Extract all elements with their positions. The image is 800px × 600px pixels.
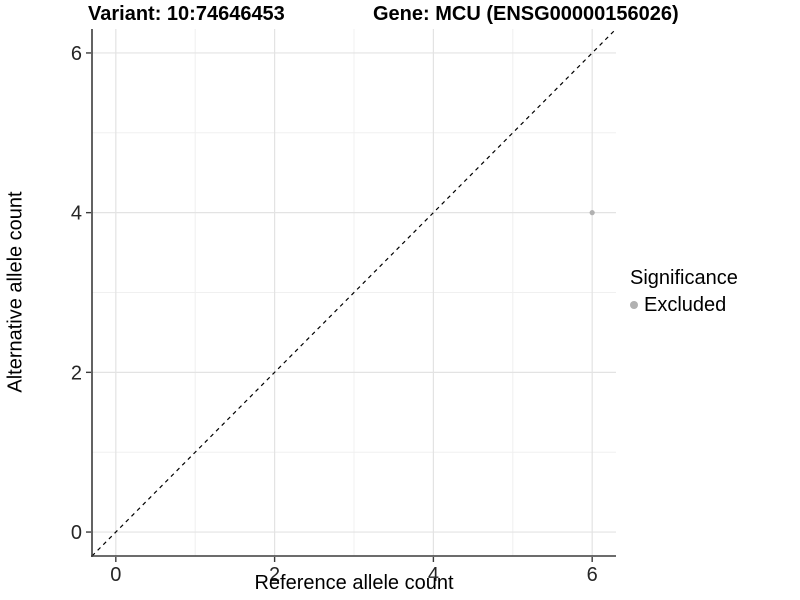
y-axis-title: Alternative allele count [4, 191, 27, 393]
legend-point-swatch [630, 301, 638, 309]
x-axis-title: Reference allele count [254, 572, 454, 594]
legend-item-label: Excluded [644, 294, 727, 316]
plot-title-gene: Gene: MCU (ENSG00000156026) [373, 3, 679, 25]
identity-line [91, 28, 617, 557]
x-tick-label: 6 [587, 564, 598, 586]
data-point-excluded [589, 210, 595, 216]
y-tick-label: 4 [71, 203, 82, 225]
y-tick-label: 6 [71, 43, 82, 65]
plot-title-variant: Variant: 10:74646453 [88, 3, 285, 25]
legend-title: Significance [630, 267, 738, 289]
legend: Significance Excluded [630, 266, 738, 317]
x-tick-label: 2 [269, 564, 280, 586]
legend-item-excluded: Excluded [630, 293, 738, 317]
x-tick-label: 4 [428, 564, 439, 586]
x-tick-label: 0 [110, 564, 121, 586]
y-tick-label: 2 [71, 362, 82, 384]
y-tick-label: 0 [71, 522, 82, 544]
